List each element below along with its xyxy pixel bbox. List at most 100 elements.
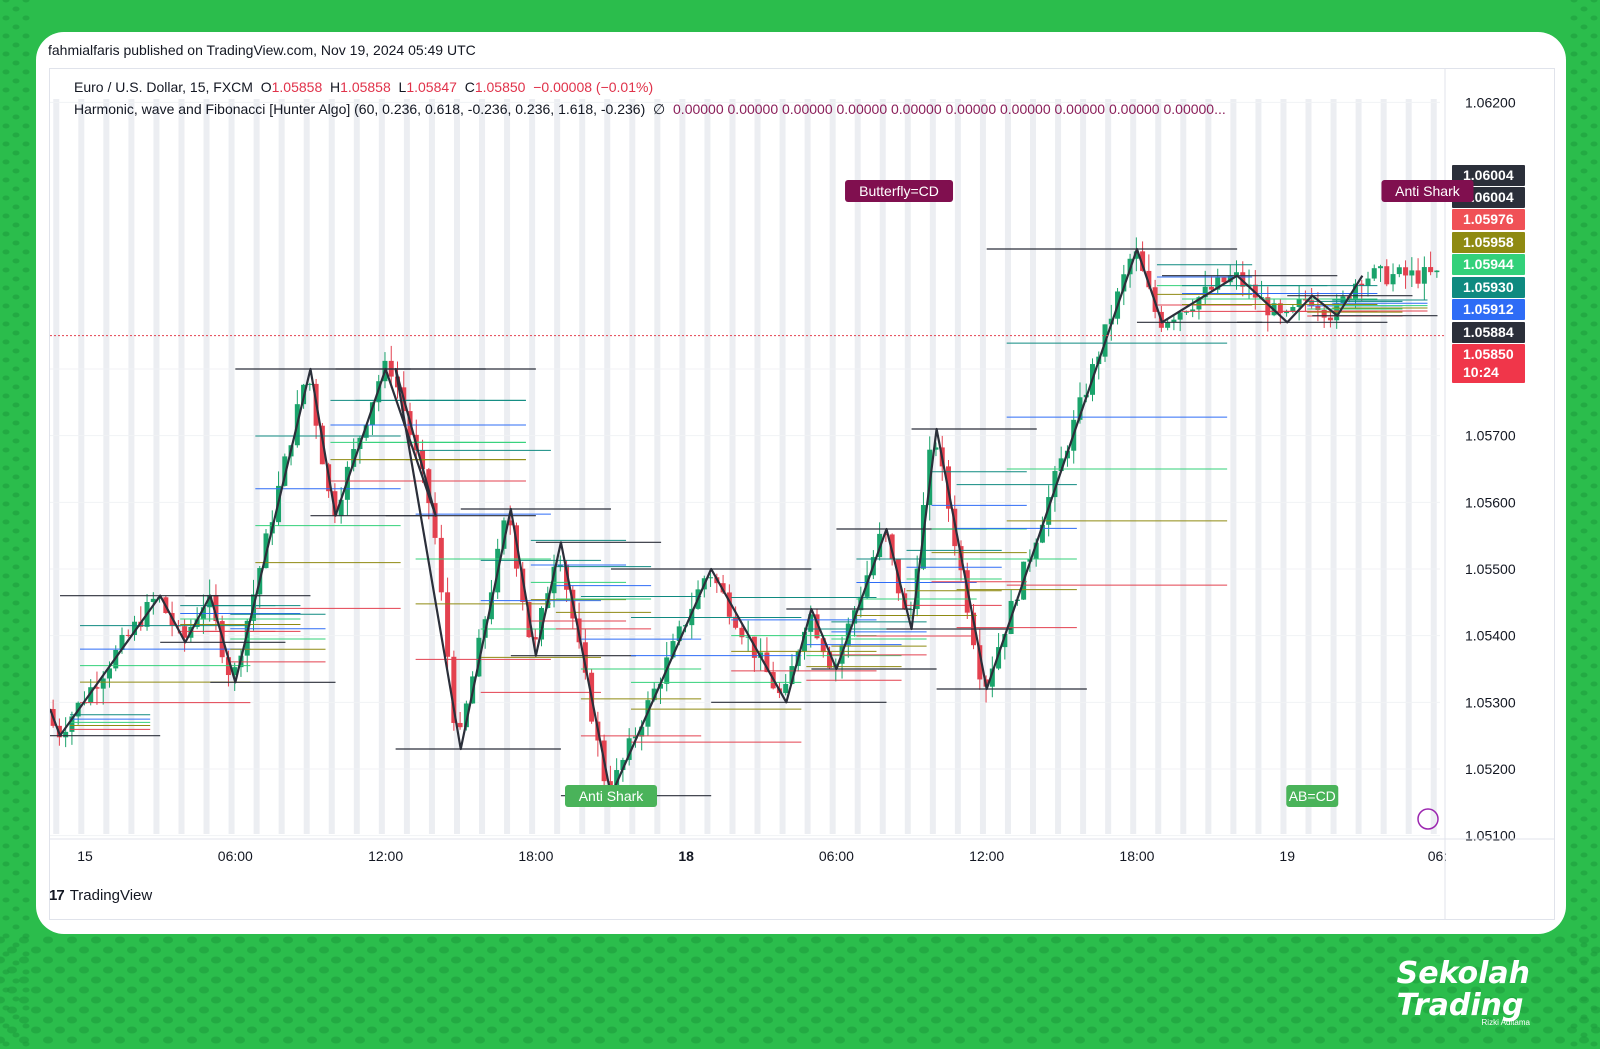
background-dot: [1580, 600, 1588, 606]
background-dot: [427, 1016, 437, 1024]
background-dot: [607, 986, 617, 994]
background-dot: [1015, 986, 1025, 994]
session-band: [979, 99, 986, 834]
candle-body: [1309, 300, 1315, 306]
candle-body: [1077, 397, 1083, 420]
price-badge: [1452, 277, 1525, 298]
background-dot: [859, 1036, 869, 1044]
background-dot: [223, 1026, 233, 1034]
background-dot: [931, 956, 941, 964]
background-dot: [1243, 976, 1253, 984]
background-dot: [12, 384, 20, 390]
background-dot: [1435, 1036, 1445, 1044]
candle-body: [1359, 283, 1365, 286]
background-dot: [1243, 1016, 1253, 1024]
candle-body: [63, 731, 69, 738]
background-dot: [379, 996, 389, 1004]
background-dot: [979, 1016, 989, 1024]
background-dot: [1195, 976, 1205, 984]
background-dot: [1495, 986, 1505, 994]
background-dot: [12, 258, 20, 264]
background-dot: [1590, 951, 1598, 957]
background-dot: [1255, 1026, 1265, 1034]
background-dot: [1099, 956, 1109, 964]
background-dot: [103, 946, 113, 954]
background-dot: [91, 996, 101, 1004]
candle-body: [626, 738, 632, 760]
background-dot: [1027, 1036, 1037, 1044]
background-dot: [1291, 936, 1301, 944]
chart-area[interactable]: 1.062001.058001.057001.056001.055001.054…: [49, 68, 1555, 920]
background-dot: [163, 1036, 173, 1044]
background-dot: [1231, 1026, 1241, 1034]
background-dot: [811, 996, 821, 1004]
background-dot: [943, 1026, 953, 1034]
background-dot: [1580, 78, 1588, 84]
background-dot: [103, 966, 113, 974]
background-dot: [403, 976, 413, 984]
background-dot: [1570, 753, 1578, 759]
background-dot: [1219, 956, 1229, 964]
background-dot: [391, 966, 401, 974]
background-dot: [835, 996, 845, 1004]
background-dot: [775, 966, 785, 974]
background-dot: [367, 946, 377, 954]
indicator-legend[interactable]: Harmonic, wave and Fibonacci [Hunter Alg…: [74, 101, 1226, 118]
background-dot: [19, 1016, 29, 1024]
background-dot: [235, 996, 245, 1004]
background-dot: [487, 986, 497, 994]
session-band: [1255, 99, 1262, 834]
background-dot: [1580, 780, 1588, 786]
background-dot: [1243, 956, 1253, 964]
background-dot: [1570, 483, 1578, 489]
background-dot: [12, 942, 20, 948]
background-dot: [307, 1016, 317, 1024]
tradingview-footer[interactable]: 17 TradingView: [49, 887, 152, 904]
background-dot: [43, 936, 53, 944]
session-band: [78, 99, 85, 834]
pattern-label-box: [1381, 180, 1474, 202]
candle-body: [1321, 309, 1327, 318]
candle-body: [520, 568, 526, 602]
background-dot: [22, 0, 30, 3]
background-dot: [427, 936, 437, 944]
background-dot: [223, 966, 233, 974]
background-dot: [2, 951, 10, 957]
background-dot: [1195, 1016, 1205, 1024]
background-dot: [679, 946, 689, 954]
session-band: [554, 99, 561, 834]
background-dot: [727, 1026, 737, 1034]
session-band: [1004, 99, 1011, 834]
background-dot: [12, 60, 20, 66]
background-dot: [2, 969, 10, 975]
background-dot: [619, 1036, 629, 1044]
background-dot: [739, 996, 749, 1004]
background-dot: [859, 976, 869, 984]
background-dot: [1590, 267, 1598, 273]
background-dot: [283, 1016, 293, 1024]
session-band: [479, 99, 486, 834]
background-dot: [7, 1026, 17, 1034]
background-dot: [1590, 1041, 1598, 1047]
price-chart[interactable]: 1.062001.058001.057001.056001.055001.054…: [50, 69, 1554, 919]
background-dot: [1387, 1016, 1397, 1024]
background-dot: [643, 996, 653, 1004]
background-dot: [1570, 1023, 1578, 1029]
candle-body: [1384, 266, 1390, 285]
candle-body: [100, 678, 106, 689]
background-dot: [1459, 936, 1469, 944]
background-dot: [12, 150, 20, 156]
background-dot: [271, 946, 281, 954]
background-dot: [1570, 969, 1578, 975]
session-band: [428, 99, 435, 834]
background-dot: [1570, 735, 1578, 741]
background-dot: [1570, 15, 1578, 21]
background-dot: [1555, 936, 1565, 944]
background-dot: [367, 986, 377, 994]
background-dot: [211, 956, 221, 964]
background-dot: [1580, 852, 1588, 858]
background-dot: [1570, 771, 1578, 777]
background-dot: [12, 438, 20, 444]
background-dot: [451, 976, 461, 984]
background-dot: [139, 996, 149, 1004]
